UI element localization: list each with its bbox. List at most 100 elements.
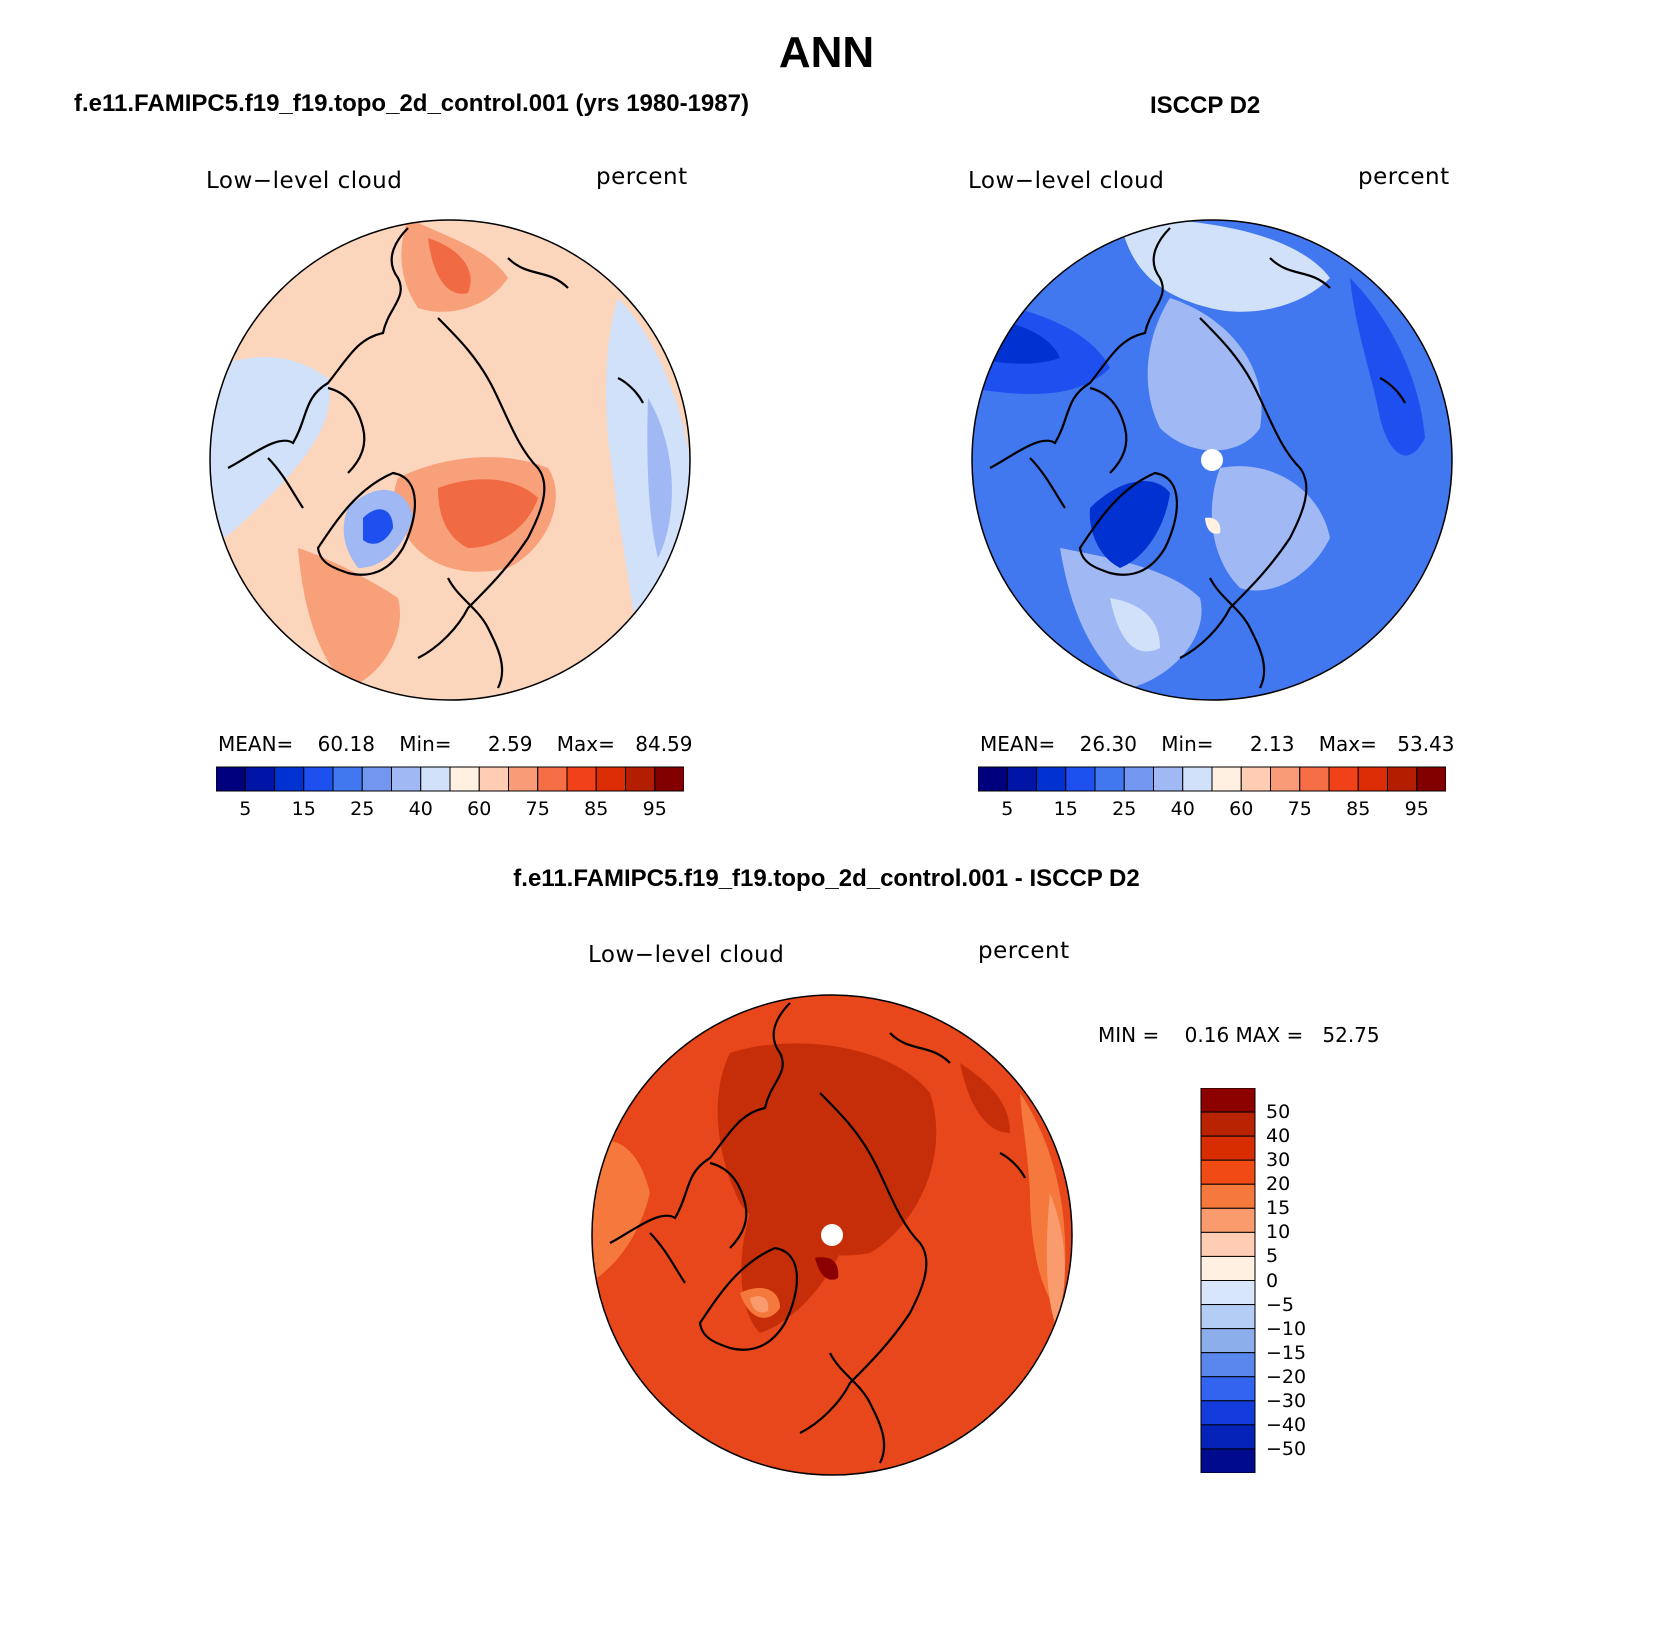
right-stats: MEAN= 26.30 Min= 2.13 Max= 53.43 (980, 732, 1455, 756)
left-stats: MEAN= 60.18 Min= 2.59 Max= 84.59 (218, 732, 693, 756)
left-polar-map (209, 219, 691, 701)
right-variable-label: Low−level cloud (968, 168, 1165, 194)
diff-colorbar-tick-label: 5 (1266, 1245, 1279, 1268)
colorbar-swatch (1094, 766, 1125, 792)
diff-variable-label: Low−level cloud (588, 942, 785, 968)
left-map-red-region (428, 238, 471, 294)
colorbar-tick-label: 85 (584, 798, 609, 820)
colorbar-swatch (1153, 766, 1184, 792)
left-max-value: 84.59 (635, 732, 693, 756)
diff-colorbar (1200, 1088, 1256, 1473)
colorbar-tick-label: 75 (525, 798, 550, 820)
left-map-greenland-dark (363, 509, 393, 544)
right-units-label: percent (1358, 164, 1450, 190)
right-polar-map (971, 219, 1453, 701)
diff-map-dark-region (717, 1043, 937, 1256)
diff-map-pale-region (1046, 1193, 1065, 1323)
right-map-dark-region (1089, 481, 1170, 568)
colorbar-tick-label: 60 (1229, 798, 1254, 820)
diff-map-dark-region (960, 1063, 1010, 1133)
right-map-deep-region (1350, 278, 1425, 456)
diff-colorbar-swatch (1200, 1352, 1256, 1378)
diff-colorbar-swatch (1200, 1280, 1256, 1306)
colorbar-swatch (654, 766, 684, 792)
colorbar-swatch (391, 766, 422, 792)
colorbar-tick-label: 25 (350, 798, 375, 820)
colorbar-tick-label: 40 (408, 798, 433, 820)
diff-colorbar-tick-label: −15 (1266, 1341, 1307, 1364)
colorbar-swatch (1357, 766, 1388, 792)
left-panel-title: f.e11.FAMIPC5.f19_f19.topo_2d_control.00… (74, 90, 749, 117)
diff-map-light-region (592, 1140, 650, 1283)
colorbar-swatch (1065, 766, 1096, 792)
diff-colorbar-tick-label: 20 (1266, 1173, 1291, 1196)
right-map-pale-region (1110, 598, 1160, 652)
right-map-light-region (1211, 466, 1330, 591)
colorbar-swatch (508, 766, 539, 792)
colorbar-swatch (449, 766, 480, 792)
diff-colorbar-tick-label: 15 (1266, 1197, 1291, 1220)
diff-colorbar-tick-label: 40 (1266, 1125, 1291, 1148)
colorbar-swatch (1240, 766, 1271, 792)
right-colorbar-ticks: 5 15 25 40 60 75 85 95 (978, 798, 1446, 822)
colorbar-tick-label: 60 (467, 798, 492, 820)
diff-colorbar-swatch (1200, 1304, 1256, 1330)
diff-colorbar-swatch (1200, 1231, 1256, 1257)
right-mean-label: MEAN= (980, 732, 1056, 756)
left-min-label: Min= (399, 732, 452, 756)
colorbar-swatch (478, 766, 509, 792)
diff-colorbar-tick-label: −5 (1266, 1293, 1295, 1316)
right-map-light-region (1147, 298, 1262, 451)
diff-colorbar-swatch (1200, 1255, 1256, 1281)
colorbar-swatch (1299, 766, 1330, 792)
colorbar-tick-label: 25 (1112, 798, 1137, 820)
diff-colorbar-swatch (1200, 1207, 1256, 1233)
main-title: ANN (778, 28, 875, 77)
colorbar-tick-label: 5 (239, 798, 252, 820)
diff-colorbar-swatch (1200, 1400, 1256, 1426)
right-map-pale-region (1120, 220, 1330, 312)
diff-colorbar-swatch (1200, 1159, 1256, 1185)
diff-colorbar-swatch (1200, 1448, 1256, 1473)
diff-colorbar-tick-label: −20 (1266, 1365, 1307, 1388)
colorbar-tick-label: 40 (1170, 798, 1195, 820)
colorbar-swatch (303, 766, 334, 792)
diff-panel-title: f.e11.FAMIPC5.f19_f19.topo_2d_control.00… (513, 865, 1140, 892)
right-panel-title: ISCCP D2 (1150, 92, 1261, 119)
left-variable-label: Low−level cloud (206, 168, 403, 194)
left-colorbar (216, 766, 684, 792)
colorbar-swatch (1387, 766, 1418, 792)
colorbar-swatch (420, 766, 451, 792)
colorbar-swatch (978, 766, 1008, 792)
diff-polar-map (591, 994, 1073, 1476)
diff-colorbar-tick-label: −30 (1266, 1389, 1307, 1412)
diff-colorbar-tick-label: 30 (1266, 1149, 1291, 1172)
diff-colorbar-tick-label: −10 (1266, 1317, 1307, 1340)
colorbar-swatch (1211, 766, 1242, 792)
colorbar-swatch (1036, 766, 1067, 792)
diff-colorbar-swatch (1200, 1376, 1256, 1402)
right-min-label: Min= (1161, 732, 1214, 756)
colorbar-swatch (566, 766, 597, 792)
left-min-value: 2.59 (487, 732, 533, 756)
diff-colorbar-tick-label: −50 (1266, 1437, 1307, 1460)
diff-map-pale-region (750, 1296, 769, 1313)
right-colorbar (978, 766, 1446, 792)
diff-minmax: MIN = 0.16 MAX = 52.75 (1098, 1023, 1380, 1047)
diff-map-deepest-region (815, 1257, 839, 1280)
colorbar-swatch (1006, 766, 1037, 792)
colorbar-tick-label: 95 (1404, 798, 1429, 820)
diff-colorbar-tick-label: −40 (1266, 1413, 1307, 1436)
right-pole-hole (1201, 449, 1223, 471)
diff-colorbar-swatch (1200, 1111, 1256, 1137)
right-min-value: 2.13 (1249, 732, 1295, 756)
colorbar-swatch (625, 766, 656, 792)
diff-colorbar-tick-label: 0 (1266, 1269, 1279, 1292)
colorbar-swatch (1270, 766, 1301, 792)
right-map-peach-region (1205, 517, 1221, 534)
colorbar-swatch (595, 766, 626, 792)
diff-colorbar-swatch (1200, 1088, 1256, 1113)
colorbar-swatch (274, 766, 305, 792)
left-units-label: percent (596, 164, 688, 190)
diff-colorbar-swatch (1200, 1135, 1256, 1161)
